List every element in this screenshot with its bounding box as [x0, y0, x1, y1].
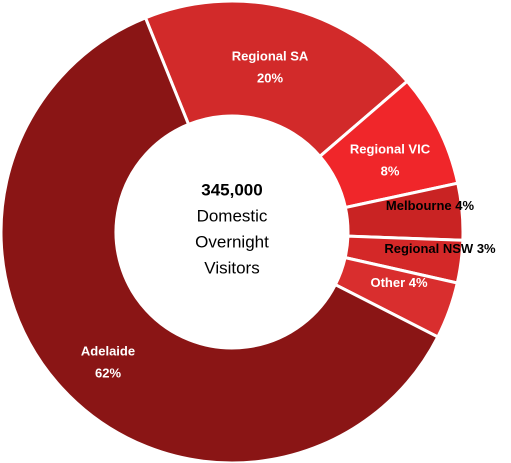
slice [143, 0, 410, 159]
slice-value-label: 3% [477, 241, 496, 256]
slice-label: Regional NSW [384, 241, 474, 256]
slice-label-group: Regional NSW 3% [384, 241, 496, 256]
slice-label: Regional VIC [350, 141, 431, 156]
slices [0, 0, 465, 463]
slice-value-label: 4% [455, 198, 474, 213]
slice-value-label: 4% [409, 275, 428, 290]
slice-label: Adelaide [81, 343, 135, 358]
slice-label: Other [370, 275, 405, 290]
center-line: Domestic [197, 206, 268, 225]
slice-label-group: Melbourne 4% [386, 198, 475, 213]
slice-label-group: Other 4% [370, 275, 428, 290]
slice-value-label: 20% [257, 70, 283, 85]
slice-value-label: 8% [381, 163, 400, 178]
slice-value-label: 62% [95, 365, 121, 380]
center-line: Visitors [204, 258, 259, 277]
center-headline: 345,000 [201, 180, 262, 199]
slice-label: Regional SA [232, 48, 309, 63]
center-line: Overnight [195, 232, 269, 251]
slice-label: Melbourne [386, 198, 452, 213]
